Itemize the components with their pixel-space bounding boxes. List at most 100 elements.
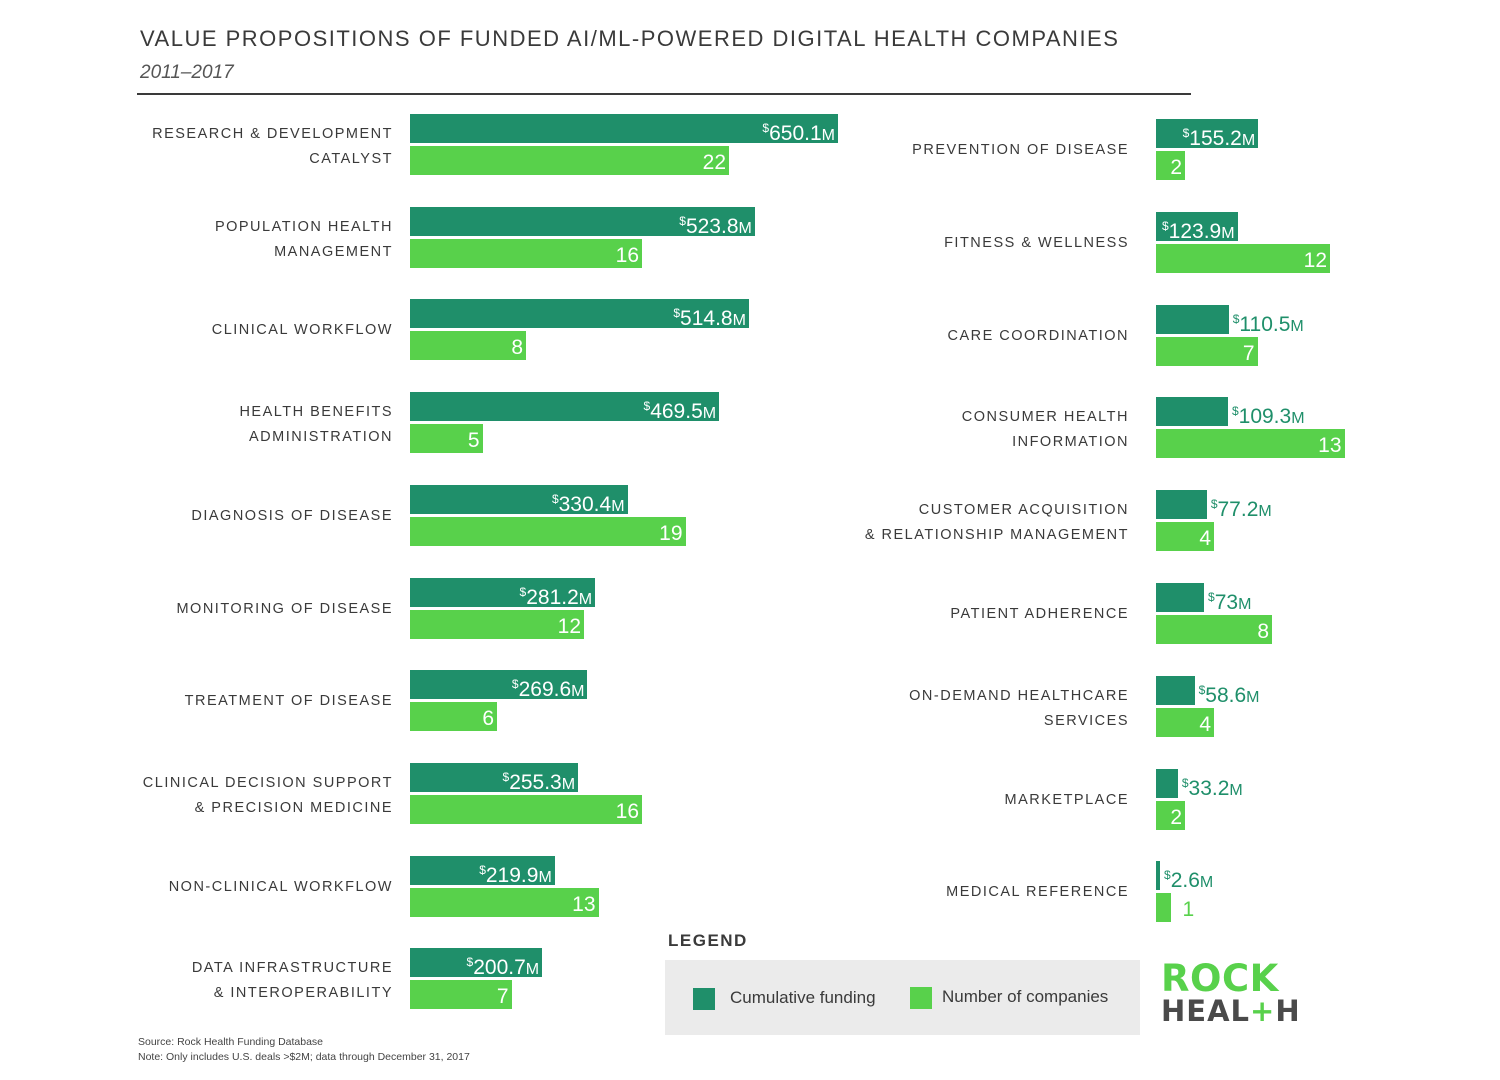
funding-value-monitoring-of-disease: $281.2M	[519, 584, 593, 609]
companies-value-non-clinical-workflow: 13	[572, 892, 596, 916]
funding-value-treatment-of-disease: $269.6M	[511, 677, 585, 702]
funding-bar-health-benefits-administration	[410, 392, 720, 422]
category-label-population-health-management: POPULATION HEALTH MANAGEMENT	[214, 218, 393, 260]
funding-bar-care-coordination	[1156, 304, 1229, 334]
category-label-diagnosis-of-disease: DIAGNOSIS OF DISEASE	[191, 507, 393, 524]
funding-bar-prevention-of-disease	[1156, 119, 1259, 148]
funding-bar-population-health-management	[410, 206, 755, 236]
category-label-monitoring-of-disease: MONITORING OF DISEASE	[176, 600, 393, 617]
companies-bar-medical-reference	[1156, 893, 1171, 923]
companies-value-medical-reference: 1	[1182, 898, 1195, 922]
funding-bar-clinical-decision-support-precision-medicine	[410, 762, 579, 792]
funding-bar-research-development-catalyst	[410, 114, 838, 143]
category-label-clinical-decision-support-precision-medicine: CLINICAL DECISION SUPPORT & PRECISION ME…	[142, 774, 393, 816]
funding-bar-non-clinical-workflow	[410, 855, 555, 885]
companies-bar-monitoring-of-disease	[410, 609, 584, 639]
companies-value-research-development-catalyst: 22	[702, 151, 726, 174]
rock-health-logo: ROCK HEAL+H	[1161, 957, 1301, 1028]
funding-bar-fitness-wellness	[1156, 211, 1238, 241]
funding-bar-customer-acquisition-relationship-management	[1156, 490, 1207, 520]
category-label-patient-adherence: PATIENT ADHERENCE	[950, 606, 1129, 622]
funding-value-care-coordination: $110.5M	[1232, 311, 1304, 336]
funding-value-population-health-management: $523.8M	[679, 213, 752, 238]
chart-title: VALUE PROPOSITIONS OF FUNDED AI/ML-POWER…	[140, 26, 1120, 51]
funding-value-patient-adherence: $73M	[1208, 590, 1252, 614]
funding-value-health-benefits-administration: $469.5M	[643, 399, 717, 424]
funding-value-on-demand-healthcare-services: $58.6M	[1198, 682, 1260, 707]
companies-value-consumer-health-information: 13	[1318, 434, 1342, 458]
companies-bar-diagnosis-of-disease	[410, 516, 686, 546]
funding-bar-data-infrastructure-interoperability	[410, 948, 543, 978]
category-label-clinical-workflow: CLINICAL WORKFLOW	[211, 322, 393, 339]
companies-value-prevention-of-disease: 2	[1170, 156, 1182, 179]
category-label-treatment-of-disease: TREATMENT OF DISEASE	[184, 693, 393, 710]
logo-line-1: ROCK	[1161, 957, 1279, 1000]
companies-value-marketplace: 2	[1170, 805, 1182, 829]
funding-bar-medical-reference	[1156, 861, 1160, 891]
companies-bar-consumer-health-information	[1156, 429, 1345, 459]
funding-value-non-clinical-workflow: $219.9M	[479, 862, 552, 887]
companies-value-customer-acquisition-relationship-management: 4	[1199, 527, 1211, 551]
companies-bar-health-benefits-administration	[410, 424, 483, 454]
companies-bar-data-infrastructure-interoperability	[410, 980, 512, 1010]
category-label-medical-reference: MEDICAL REFERENCE	[946, 884, 1129, 901]
companies-value-care-coordination: 7	[1242, 341, 1255, 365]
companies-bar-on-demand-healthcare-services	[1156, 707, 1214, 737]
legend: Cumulative funding Number of companies	[665, 960, 1140, 1035]
category-label-on-demand-healthcare-services: ON-DEMAND HEALTHCARE SERVICES	[909, 687, 1129, 729]
legend-title: LEGEND	[668, 931, 748, 950]
legend-swatch-funding	[693, 988, 715, 1010]
chart-subtitle: 2011–2017	[140, 62, 234, 83]
companies-bar-marketplace	[1156, 800, 1185, 830]
category-label-non-clinical-workflow: NON-CLINICAL WORKFLOW	[168, 878, 393, 895]
companies-value-data-infrastructure-interoperability: 7	[496, 985, 509, 1009]
companies-value-clinical-workflow: 8	[511, 336, 523, 360]
companies-bar-fitness-wellness	[1156, 243, 1330, 273]
companies-bar-patient-adherence	[1156, 615, 1272, 644]
funding-value-research-development-catalyst: $650.1M	[762, 121, 835, 145]
companies-bar-clinical-workflow	[410, 331, 526, 361]
funding-value-fitness-wellness: $123.9M	[1161, 218, 1235, 243]
category-label-fitness-wellness: FITNESS & WELLNESS	[944, 234, 1129, 251]
companies-bar-non-clinical-workflow	[410, 887, 599, 917]
funding-bar-treatment-of-disease	[410, 670, 588, 700]
funding-value-diagnosis-of-disease: $330.4M	[551, 491, 625, 516]
category-label-research-development-catalyst: RESEARCH & DEVELOPMENT CATALYST	[152, 126, 393, 167]
funding-bar-patient-adherence	[1156, 583, 1205, 612]
companies-bar-treatment-of-disease	[410, 702, 497, 732]
companies-value-clinical-decision-support-precision-medicine: 16	[615, 799, 639, 823]
funding-value-prevention-of-disease: $155.2M	[1182, 126, 1256, 150]
source-note: Source: Rock Health Funding Database	[138, 1036, 324, 1048]
funding-bar-consumer-health-information	[1156, 397, 1228, 427]
legend-swatch-companies	[910, 987, 932, 1009]
category-label-health-benefits-administration: HEALTH BENEFITS ADMINISTRATION	[239, 404, 393, 446]
category-label-care-coordination: CARE COORDINATION	[947, 327, 1129, 344]
companies-bar-clinical-decision-support-precision-medicine	[410, 794, 642, 824]
companies-value-treatment-of-disease: 6	[482, 707, 494, 731]
funding-value-marketplace: $33.2M	[1181, 775, 1243, 800]
funding-bar-diagnosis-of-disease	[410, 484, 628, 514]
companies-value-diagnosis-of-disease: 19	[659, 521, 683, 545]
funding-value-customer-acquisition-relationship-management: $77.2M	[1210, 497, 1272, 522]
funding-bar-marketplace	[1156, 768, 1178, 798]
category-label-consumer-health-information: CONSUMER HEALTH INFORMATION	[961, 409, 1129, 451]
funding-value-clinical-decision-support-precision-medicine: $255.3M	[502, 769, 576, 794]
companies-value-population-health-management: 16	[615, 243, 639, 267]
companies-bar-research-development-catalyst	[410, 146, 729, 175]
category-label-customer-acquisition-relationship-management: CUSTOMER ACQUISITION & RELATIONSHIP MANA…	[864, 502, 1129, 544]
funding-value-medical-reference: $2.6M	[1164, 868, 1214, 893]
companies-value-patient-adherence: 8	[1257, 620, 1269, 643]
funding-bar-monitoring-of-disease	[410, 577, 596, 607]
companies-value-on-demand-healthcare-services: 4	[1199, 712, 1211, 736]
companies-bar-population-health-management	[410, 238, 642, 268]
companies-value-fitness-wellness: 12	[1303, 248, 1327, 272]
data-note: Note: Only includes U.S. deals >$2M; dat…	[138, 1051, 470, 1063]
companies-bar-prevention-of-disease	[1156, 151, 1185, 180]
funding-value-clinical-workflow: $514.8M	[673, 306, 746, 331]
title-divider	[137, 93, 1191, 95]
companies-bar-care-coordination	[1156, 336, 1258, 366]
category-label-marketplace: MARKETPLACE	[1004, 791, 1129, 808]
companies-value-monitoring-of-disease: 12	[557, 614, 581, 638]
logo-line-2: HEAL+H	[1161, 994, 1301, 1028]
footer-notes: Source: Rock Health Funding Database Not…	[138, 1035, 470, 1065]
